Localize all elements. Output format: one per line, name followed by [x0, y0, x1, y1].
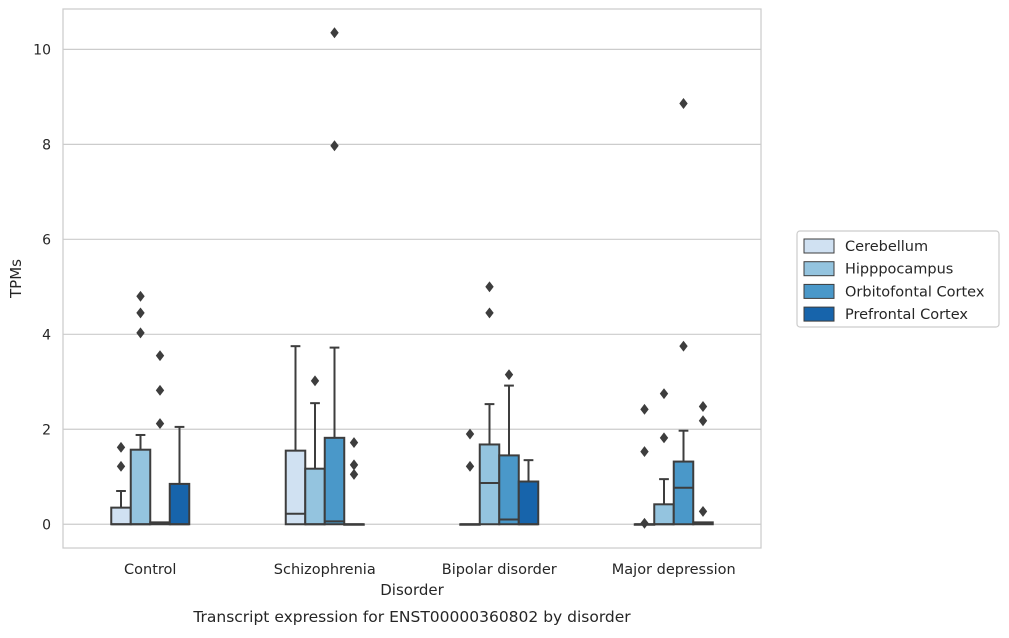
y-tick-labels: 0 2 4 6 8 10	[33, 42, 51, 533]
box-1-0	[129, 290, 152, 526]
y-tick-label: 2	[42, 422, 51, 438]
box-body	[672, 460, 695, 526]
x-tick-label: Schizophrenia	[274, 562, 376, 578]
box-body	[304, 467, 326, 526]
box-body	[129, 448, 152, 526]
outlier-point	[330, 140, 339, 152]
outlier-point	[698, 505, 708, 517]
outlier-point	[640, 517, 649, 529]
y-tick-label: 8	[42, 137, 51, 153]
outlier-point	[136, 290, 145, 302]
box-body	[517, 480, 540, 526]
chart-caption: Transcript expression for ENST0000036080…	[192, 608, 631, 626]
box-1-3	[653, 388, 675, 526]
y-tick-label: 4	[42, 327, 51, 343]
box-body	[323, 436, 346, 526]
marks-layer	[110, 27, 714, 529]
outlier-point	[485, 281, 494, 293]
outlier-point	[330, 27, 339, 39]
legend-label: Hipppocampus	[845, 262, 953, 278]
outlier-point	[504, 369, 514, 381]
x-axis-label: Disorder	[380, 581, 444, 599]
box-body	[498, 454, 520, 526]
outlier-point	[310, 375, 320, 387]
outlier-point	[698, 401, 708, 412]
y-tick-label: 10	[33, 42, 51, 58]
y-tick-label: 6	[42, 232, 51, 248]
outlier-point	[155, 418, 165, 430]
outlier-point	[659, 388, 669, 400]
legend-item: Orbitofontal Cortex	[803, 283, 985, 300]
outlier-point	[349, 437, 359, 449]
outlier-point	[640, 403, 649, 415]
outlier-point	[465, 428, 475, 440]
box-2-3	[672, 98, 695, 526]
outlier-point	[116, 460, 126, 472]
outlier-point	[155, 350, 165, 362]
outlier-point	[136, 327, 145, 339]
box-body	[653, 503, 675, 526]
legend-label: Orbitofontal Cortex	[845, 284, 985, 300]
legend-swatch	[803, 283, 835, 299]
outlier-point	[640, 446, 649, 458]
outlier-point	[136, 307, 145, 319]
legend-item: Hipppocampus	[803, 261, 953, 278]
outlier-point	[679, 98, 688, 109]
box-1-1	[304, 375, 326, 526]
box-3-0	[168, 425, 191, 526]
x-tick-label: Control	[124, 562, 176, 578]
plot-area-frame	[62, 8, 762, 549]
x-tick-label: Major depression	[612, 562, 736, 578]
y-tick-label: 0	[42, 517, 51, 533]
box-2-2	[498, 369, 520, 526]
legend-swatch	[803, 238, 835, 254]
outlier-point	[349, 459, 359, 471]
legend-item: Prefrontal Cortex	[803, 306, 968, 323]
box-2-0	[149, 350, 171, 526]
box-body	[168, 482, 191, 526]
box-1-2	[478, 281, 501, 526]
legend-item: Cerebellum	[803, 238, 928, 255]
box-0-0	[110, 441, 132, 526]
x-tick-labels: Control Schizophrenia Bipolar disorder Majo…	[124, 562, 736, 578]
legend-swatch	[803, 261, 835, 277]
legend: Cerebellum Hipppocampus Orbitofontal Corte…	[796, 230, 1000, 328]
outlier-point	[679, 340, 688, 352]
box-body	[478, 443, 501, 526]
box-3-1	[343, 437, 365, 526]
grid-layer	[63, 48, 761, 525]
box-2-1	[323, 27, 346, 526]
y-axis-label: TPMs	[7, 259, 25, 299]
outlier-point	[349, 468, 359, 480]
outlier-point	[659, 432, 669, 444]
box-0-2	[459, 428, 481, 526]
legend-swatch	[803, 306, 835, 322]
box-0-3	[633, 403, 656, 529]
legend-box	[796, 230, 1000, 328]
legend-label: Cerebellum	[845, 239, 928, 255]
box-body	[110, 506, 132, 526]
outlier-point	[155, 384, 165, 396]
outlier-point	[485, 307, 494, 319]
legend-label: Prefrontal Cortex	[845, 307, 968, 323]
outlier-point	[698, 415, 708, 427]
outlier-point	[116, 441, 126, 453]
box-3-2	[517, 459, 540, 526]
x-tick-label: Bipolar disorder	[442, 562, 557, 578]
outlier-point	[465, 460, 475, 472]
box-0-1	[284, 345, 307, 526]
box-3-3	[692, 401, 714, 526]
